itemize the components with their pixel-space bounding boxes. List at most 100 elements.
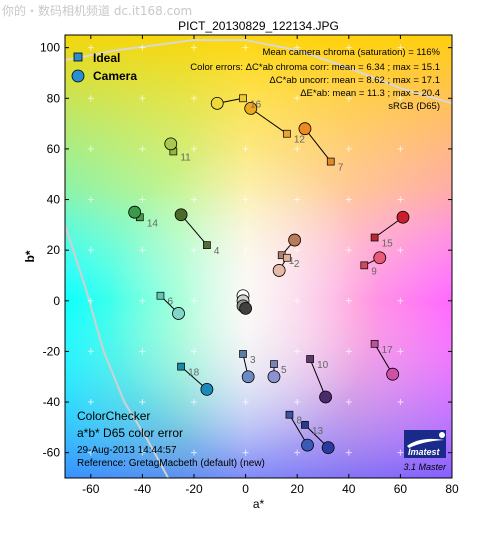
grid-cross (139, 348, 146, 355)
stat-delta-e: ΔE*ab: mean = 11.3 ; max = 20.4 (300, 88, 440, 99)
grid-cross (191, 44, 197, 51)
grid-cross (345, 449, 352, 456)
logo-text: Imatest (408, 447, 441, 457)
ideal-point-12 (283, 129, 291, 138)
grid-cross (191, 348, 197, 355)
y-axis-ticks: -60 -40 -20 0 20 40 60 80 100 (40, 41, 452, 460)
error-line-12 (250, 108, 288, 135)
camera-point-5 (267, 370, 281, 384)
patch-label-13: 13 (312, 426, 324, 437)
grid-cross (397, 449, 404, 456)
grid-cross (397, 44, 404, 51)
legend-ideal-marker (73, 52, 83, 62)
y-tick-label: 100 (40, 41, 60, 55)
x-tick-label: 80 (445, 482, 459, 496)
grid-cross (242, 247, 249, 254)
legend-ideal-label: Ideal (93, 51, 120, 65)
grid-cross (87, 44, 94, 51)
camera-point-1 (288, 233, 302, 247)
patch-label-5: 5 (281, 365, 287, 376)
camera-point-11 (164, 137, 178, 151)
ideal-point-8 (285, 410, 294, 419)
grid-cross (294, 399, 301, 406)
legend-camera-marker (71, 69, 85, 83)
patch-label-12: 12 (294, 135, 306, 146)
grid-cross (87, 145, 94, 152)
camera-point-3 (241, 370, 255, 384)
grid-cross (345, 95, 352, 102)
ideal-point-4 (203, 241, 211, 249)
grid-cross (87, 196, 94, 203)
patch-label-18: 18 (188, 368, 200, 379)
patch-label-10: 10 (317, 360, 329, 371)
ideal-point-10 (306, 355, 314, 363)
grid-cross (139, 247, 146, 254)
grid-cross (345, 297, 352, 304)
patch-label-4: 4 (214, 246, 220, 257)
info-chart-name: ColorChecker (77, 409, 150, 423)
grid-cross (242, 399, 249, 406)
grid-cross (87, 449, 94, 456)
grid-cross (345, 247, 352, 254)
gamut-left-curve (65, 224, 170, 478)
ideal-point-6 (156, 291, 165, 300)
patch-label-14: 14 (147, 218, 159, 229)
grid-cross (139, 196, 146, 203)
patch-label-3: 3 (250, 355, 256, 366)
y-tick-label: 40 (47, 193, 61, 207)
grid-cross (139, 449, 146, 456)
grid-cross (87, 247, 94, 254)
patch-label-1: 1 (289, 256, 295, 267)
x-tick-label: 0 (242, 482, 249, 496)
stat-uncorr: ΔC*ab uncorr: mean = 8.62 ; max = 17.1 (269, 75, 440, 86)
camera-point-4 (174, 208, 188, 222)
grid-cross (397, 145, 404, 152)
grid-cross (139, 297, 146, 304)
neutral-point-3 (239, 301, 253, 315)
grid-cross (191, 247, 197, 254)
camera-point-6 (172, 307, 185, 320)
grid-cross (397, 247, 404, 254)
grid-cross (294, 196, 301, 203)
grid-cross (397, 196, 404, 203)
legend-camera-label: Camera (93, 69, 137, 83)
grid-cross (345, 145, 352, 152)
x-axis-ticks: -60 -40 -20 0 20 40 60 80 (82, 35, 459, 496)
grid-cross (294, 348, 301, 355)
stats-block: Mean camera chroma (saturation) = 116% C… (190, 47, 440, 112)
info-block: ColorChecker a*b* D65 color error 29-Aug… (77, 409, 265, 469)
watermark-text: 你的・数码相机频道 dc.it168.com (2, 4, 193, 18)
stat-chroma: Mean camera chroma (saturation) = 116% (262, 47, 440, 58)
y-tick-label: -60 (43, 446, 61, 460)
grid-cross (397, 297, 404, 304)
camera-point-8 (301, 438, 314, 452)
y-tick-label: 20 (47, 243, 61, 257)
grid-cross (191, 95, 197, 102)
neutral-points (236, 289, 253, 315)
error-line-10 (309, 358, 327, 398)
camera-point-9 (373, 251, 387, 265)
logo-swoosh (407, 438, 444, 448)
x-tick-label: 40 (342, 482, 356, 496)
plot-area (65, 35, 452, 478)
info-timestamp: 29-Aug-2013 14:44:57 (77, 445, 177, 456)
chart-title: PICT_20130829_122134.JPG (178, 19, 339, 33)
ideal-point-16 (239, 94, 247, 103)
grid-cross (397, 95, 404, 102)
grid-cross (139, 44, 146, 51)
ideal-point-18 (177, 362, 185, 371)
info-reference: Reference: GretagMacbeth (default) (new) (77, 458, 265, 469)
background-center-glow (65, 35, 452, 478)
grid-cross (87, 348, 94, 355)
camera-point-14 (128, 205, 142, 219)
error-line-4 (180, 214, 208, 246)
grid-cross (139, 145, 146, 152)
y-tick-label: 80 (47, 91, 61, 105)
x-axis-label: a* (253, 497, 265, 511)
grid-cross (294, 247, 301, 254)
grid-cross (191, 145, 197, 152)
camera-point-17 (386, 367, 400, 381)
info-chart-subtitle: a*b* D65 color error (77, 426, 183, 440)
patch-label-9: 9 (371, 266, 377, 277)
